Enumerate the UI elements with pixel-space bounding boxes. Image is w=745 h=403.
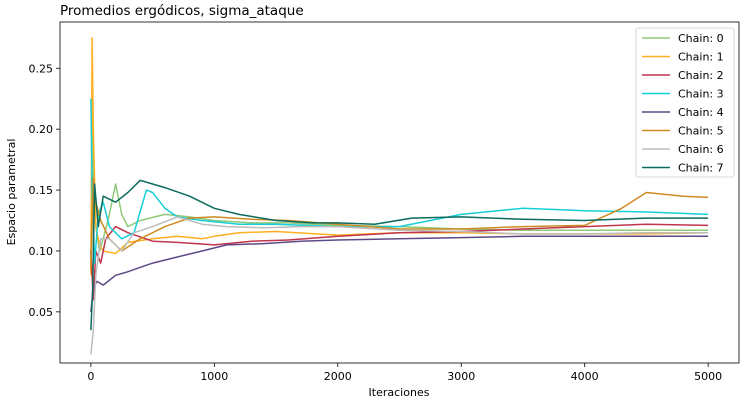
x-tick-label: 3000 bbox=[447, 370, 475, 383]
y-tick-label: 0.15 bbox=[29, 184, 54, 197]
series-line-chain-1 bbox=[90, 37, 709, 276]
y-axis-ticks: 0.05 0.10 0.15 0.20 0.25 bbox=[29, 62, 60, 319]
legend: Chain: 0 Chain: 1 Chain: 2 Chain: 3 Chain: 4… bbox=[635, 27, 735, 178]
legend-label: Chain: 5 bbox=[678, 125, 724, 138]
legend-label: Chain: 2 bbox=[678, 69, 724, 82]
plot-area: 0 1000 2000 3000 4000 5000 0.050.100.150.200.… bbox=[29, 21, 740, 383]
legend-frame bbox=[635, 27, 735, 178]
x-axis-label: Iteraciones bbox=[369, 386, 430, 399]
series-line-chain-2 bbox=[90, 223, 709, 301]
legend-label: Chain: 4 bbox=[678, 106, 724, 119]
y-tick-label: 0.05 bbox=[29, 306, 54, 319]
legend-label: Chain: 0 bbox=[678, 32, 724, 45]
y-axis-label: Espacio parametral bbox=[5, 139, 18, 246]
series-line-chain-0 bbox=[90, 116, 709, 264]
series-layer bbox=[90, 37, 709, 355]
plot-frame bbox=[59, 21, 740, 364]
legend-label: Chain: 6 bbox=[678, 143, 724, 156]
chart-title: Promedios ergódicos, sigma_ataque bbox=[60, 3, 304, 19]
series-line-chain-4 bbox=[90, 235, 709, 312]
series-line-chain-7 bbox=[90, 179, 709, 331]
x-tick-label: 2000 bbox=[324, 370, 352, 383]
y-tick-label: 0.10 bbox=[29, 245, 54, 258]
legend-label: Chain: 3 bbox=[678, 88, 724, 101]
series-line-chain-5 bbox=[90, 177, 709, 270]
legend-label: Chain: 1 bbox=[678, 51, 724, 64]
y-tick-label: 0.20 bbox=[29, 123, 54, 136]
series-line-chain-6 bbox=[90, 216, 709, 355]
x-tick-label: 1000 bbox=[200, 370, 228, 383]
x-tick-label: 4000 bbox=[571, 370, 599, 383]
x-tick-label: 0 bbox=[87, 370, 94, 383]
x-tick-label: 5000 bbox=[694, 370, 722, 383]
x-axis-ticks: 0 1000 2000 3000 4000 5000 bbox=[87, 363, 722, 383]
legend-label: Chain: 7 bbox=[678, 162, 724, 175]
y-tick-label: 0.25 bbox=[29, 62, 54, 75]
